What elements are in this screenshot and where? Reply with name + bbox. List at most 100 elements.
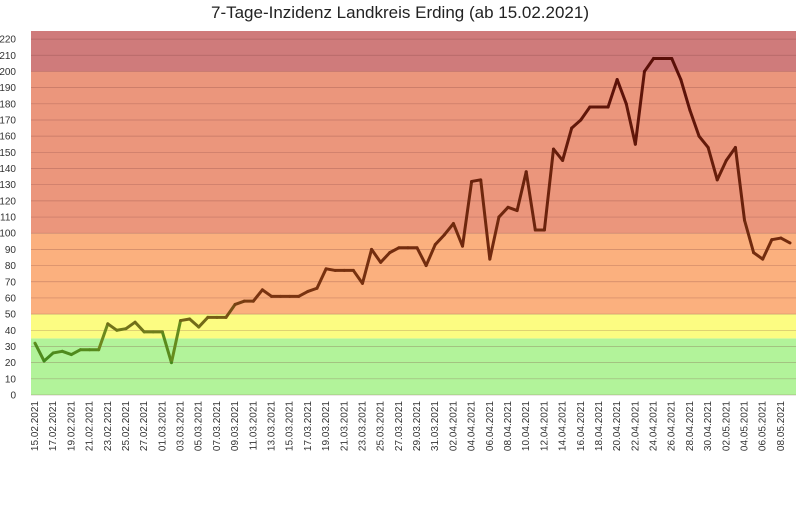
data-point bbox=[643, 70, 646, 73]
data-point bbox=[315, 287, 319, 290]
data-point bbox=[224, 316, 228, 319]
series-segment bbox=[379, 251, 392, 264]
data-point bbox=[615, 78, 619, 81]
series-segment bbox=[169, 319, 183, 365]
series-segment bbox=[60, 349, 73, 357]
series-segment bbox=[706, 145, 719, 182]
x-tick-label: 27.03.2021 bbox=[394, 401, 405, 451]
series-segment bbox=[624, 102, 637, 146]
data-point bbox=[70, 353, 73, 356]
x-tick-label: 17.03.2021 bbox=[303, 401, 314, 451]
x-tick-label: 16.04.2021 bbox=[576, 401, 587, 451]
x-tick-label: 06.04.2021 bbox=[485, 401, 496, 451]
series-segment bbox=[679, 78, 692, 112]
x-tick-label: 27.02.2021 bbox=[139, 401, 150, 451]
x-tick-label: 05.03.2021 bbox=[194, 401, 205, 451]
data-point bbox=[388, 251, 391, 254]
series-segment bbox=[743, 218, 756, 255]
data-point bbox=[525, 170, 528, 173]
series-segment bbox=[451, 222, 465, 248]
data-point bbox=[233, 303, 237, 306]
data-point bbox=[770, 238, 774, 241]
x-tick-label: 07.03.2021 bbox=[212, 401, 223, 451]
y-tick-label: 90 bbox=[5, 245, 17, 256]
y-tick-label: 200 bbox=[0, 67, 16, 78]
data-point bbox=[370, 248, 373, 251]
data-point bbox=[61, 350, 64, 353]
x-tick-label: 19.03.2021 bbox=[321, 401, 332, 451]
data-point bbox=[443, 233, 446, 237]
data-point bbox=[779, 236, 783, 240]
series-segment bbox=[133, 320, 146, 334]
x-tick-label: 08.05.2021 bbox=[776, 401, 787, 451]
series-segment bbox=[260, 288, 274, 298]
y-tick-label: 10 bbox=[5, 374, 17, 385]
series-segment bbox=[697, 134, 710, 149]
x-tick-label: 14.04.2021 bbox=[558, 401, 569, 451]
x-tick-label: 09.03.2021 bbox=[230, 401, 241, 451]
x-tick-label: 19.02.2021 bbox=[66, 401, 77, 451]
y-tick-label: 0 bbox=[10, 391, 16, 402]
series-segment bbox=[479, 178, 492, 261]
data-point bbox=[252, 299, 255, 303]
data-point bbox=[270, 295, 273, 298]
data-point bbox=[670, 57, 673, 60]
data-point bbox=[697, 134, 701, 138]
series-segment bbox=[306, 286, 319, 293]
x-tick-label: 04.05.2021 bbox=[740, 401, 751, 451]
y-tick-label: 80 bbox=[5, 261, 17, 272]
x-tick-label: 23.03.2021 bbox=[357, 401, 368, 451]
data-point bbox=[688, 109, 692, 112]
x-tick-label: 21.03.2021 bbox=[339, 401, 350, 451]
x-tick-label: 31.03.2021 bbox=[430, 401, 441, 451]
data-point bbox=[170, 361, 173, 364]
series-segment bbox=[688, 108, 701, 138]
data-point bbox=[488, 257, 492, 261]
x-tick-label: 06.05.2021 bbox=[758, 401, 769, 451]
series-segment bbox=[33, 341, 46, 363]
series-segment bbox=[715, 158, 728, 182]
series-segment bbox=[415, 246, 428, 268]
y-tick-label: 30 bbox=[5, 342, 17, 353]
x-tick-label: 17.02.2021 bbox=[48, 401, 59, 451]
x-tick-label: 10.04.2021 bbox=[521, 401, 532, 451]
series-segment bbox=[442, 222, 455, 237]
data-point bbox=[97, 348, 100, 351]
series-segment bbox=[561, 126, 574, 162]
data-point bbox=[734, 146, 737, 149]
data-point bbox=[324, 267, 328, 271]
data-point bbox=[215, 316, 219, 319]
data-point bbox=[288, 295, 291, 298]
data-point bbox=[743, 219, 746, 222]
data-point bbox=[452, 222, 455, 225]
data-point bbox=[543, 228, 546, 232]
data-point bbox=[124, 327, 128, 330]
series-segment bbox=[515, 170, 528, 213]
data-point bbox=[515, 209, 519, 212]
data-point bbox=[415, 246, 419, 249]
y-tick-label: 120 bbox=[0, 196, 16, 207]
series-segment bbox=[297, 289, 310, 298]
x-tick-label: 03.03.2021 bbox=[176, 401, 187, 451]
data-point bbox=[115, 329, 119, 332]
x-tick-label: 30.04.2021 bbox=[703, 401, 714, 451]
series-segment bbox=[752, 251, 765, 261]
x-tick-label: 25.02.2021 bbox=[121, 401, 132, 451]
series-segment bbox=[724, 145, 737, 162]
data-point bbox=[479, 178, 482, 182]
data-point bbox=[179, 319, 182, 322]
data-point bbox=[606, 105, 610, 109]
data-point bbox=[261, 288, 264, 292]
series-segment bbox=[461, 179, 474, 248]
x-tick-label: 23.02.2021 bbox=[103, 401, 114, 451]
data-point bbox=[161, 330, 164, 334]
data-point bbox=[79, 348, 82, 351]
data-point bbox=[424, 264, 428, 267]
data-point bbox=[279, 295, 282, 298]
series-segment bbox=[351, 268, 364, 285]
series-segment bbox=[224, 302, 237, 319]
data-point bbox=[434, 243, 437, 246]
data-point bbox=[42, 359, 46, 363]
y-tick-label: 130 bbox=[0, 180, 16, 191]
series-segment bbox=[197, 315, 210, 329]
